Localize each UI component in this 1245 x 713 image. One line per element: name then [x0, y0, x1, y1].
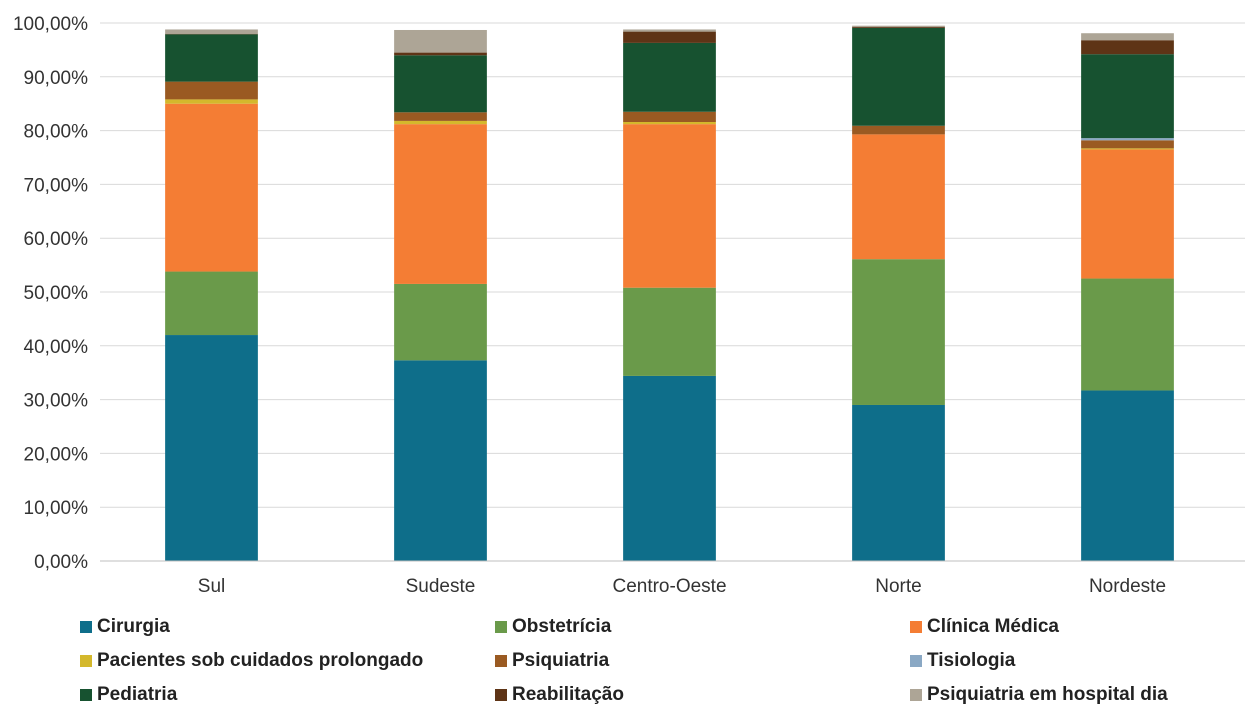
legend-label: Tisiologia: [927, 650, 1016, 671]
legend-swatch: [80, 621, 92, 633]
bar-segment: [623, 375, 716, 561]
y-tick-label: 100,00%: [13, 14, 88, 35]
bar-segment: [394, 124, 487, 284]
x-axis-category-labels: Sul Sudeste Centro-Oeste Norte Nordeste: [198, 576, 1166, 597]
bar-segment: [1081, 149, 1174, 279]
y-tick-label: 20,00%: [24, 444, 89, 465]
legend-label: Cirurgia: [97, 616, 170, 637]
bar-segment: [852, 404, 945, 561]
bar-segment: [1081, 33, 1174, 41]
bar-segment: [623, 121, 716, 125]
y-tick-label: 90,00%: [24, 68, 89, 89]
legend-swatch: [495, 621, 507, 633]
bar-segment: [852, 26, 945, 28]
legend-swatch: [495, 655, 507, 667]
legend-item: Reabilitação: [495, 682, 910, 708]
bar-segment: [623, 111, 716, 122]
legend-label: Pediatria: [97, 684, 178, 705]
y-tick-label: 60,00%: [24, 229, 89, 250]
legend-item: Tisiologia: [910, 648, 1240, 674]
bar-segment: [623, 287, 716, 376]
legend-label: Obstetrícia: [512, 616, 612, 637]
legend-label: Psiquiatria: [512, 650, 610, 671]
bar-segment: [1081, 138, 1174, 141]
bar-segment: [852, 27, 945, 126]
legend-swatch: [80, 655, 92, 667]
bar-segment: [394, 360, 487, 561]
y-tick-label: 0,00%: [34, 552, 88, 573]
y-tick-label: 30,00%: [24, 391, 89, 412]
legend-label: Clínica Médica: [927, 616, 1059, 637]
bar-segment: [165, 81, 258, 100]
legend: Cirurgia Obstetrícia Clínica Médica Pacient…: [80, 614, 1240, 708]
legend-item: Psiquiatria: [495, 648, 910, 674]
bar-segment: [165, 271, 258, 336]
bar-segment: [852, 125, 945, 135]
bar-segment: [1081, 278, 1174, 391]
bar-segment: [165, 335, 258, 561]
bar-segment: [165, 103, 258, 272]
legend-swatch: [495, 689, 507, 701]
x-category-label: Nordeste: [1089, 576, 1166, 597]
bar-segment: [165, 29, 258, 34]
bar-segment: [394, 52, 487, 56]
bar-segment: [852, 134, 945, 260]
x-category-label: Sul: [198, 576, 225, 597]
bar-segment: [1081, 54, 1174, 139]
bar-segment: [165, 34, 258, 82]
legend-item: Pediatria: [80, 682, 495, 708]
bar-segment: [394, 112, 487, 121]
y-tick-label: 50,00%: [24, 283, 89, 304]
stacked-bar-chart: 0,00% 10,00% 20,00% 30,00% 40,00% 50,00% 60,00…: [13, 14, 1245, 597]
legend-swatch: [910, 689, 922, 701]
legend-swatch: [910, 621, 922, 633]
bar-segment: [1081, 148, 1174, 150]
y-tick-label: 70,00%: [24, 175, 89, 196]
bar-segment: [394, 55, 487, 113]
bar-segment: [623, 42, 716, 112]
bar-segment: [1081, 390, 1174, 561]
legend-item: Clínica Médica: [910, 614, 1240, 640]
y-tick-label: 80,00%: [24, 122, 89, 143]
y-tick-label: 10,00%: [24, 498, 89, 519]
bar-segment: [852, 25, 945, 27]
bar-segment: [1081, 40, 1174, 55]
legend-swatch: [910, 655, 922, 667]
bar-segment: [394, 120, 487, 125]
bar-segment: [394, 29, 487, 53]
bar-segment: [165, 99, 258, 104]
y-axis-tick-labels: 0,00% 10,00% 20,00% 30,00% 40,00% 50,00% 60,00…: [13, 14, 88, 573]
bar-segment: [165, 33, 258, 35]
bar-segment: [852, 259, 945, 405]
legend-item: Obstetrícia: [495, 614, 910, 640]
legend-label: Reabilitação: [512, 684, 624, 705]
legend-swatch: [80, 689, 92, 701]
legend-label: Psiquiatria em hospital dia: [927, 684, 1168, 705]
bars: [165, 25, 1174, 561]
legend-item: Pacientes sob cuidados prolongado: [80, 648, 495, 674]
x-category-label: Centro-Oeste: [612, 576, 726, 597]
x-category-label: Sudeste: [406, 576, 476, 597]
bar-segment: [1081, 140, 1174, 149]
bar-segment: [623, 29, 716, 32]
legend-item: Cirurgia: [80, 614, 495, 640]
x-category-label: Norte: [875, 576, 921, 597]
legend-item: Psiquiatria em hospital dia: [910, 682, 1240, 708]
y-tick-label: 40,00%: [24, 337, 89, 358]
legend-label: Pacientes sob cuidados prolongado: [97, 650, 424, 671]
bar-segment: [394, 283, 487, 361]
bar-segment: [623, 124, 716, 288]
bar-segment: [623, 31, 716, 43]
